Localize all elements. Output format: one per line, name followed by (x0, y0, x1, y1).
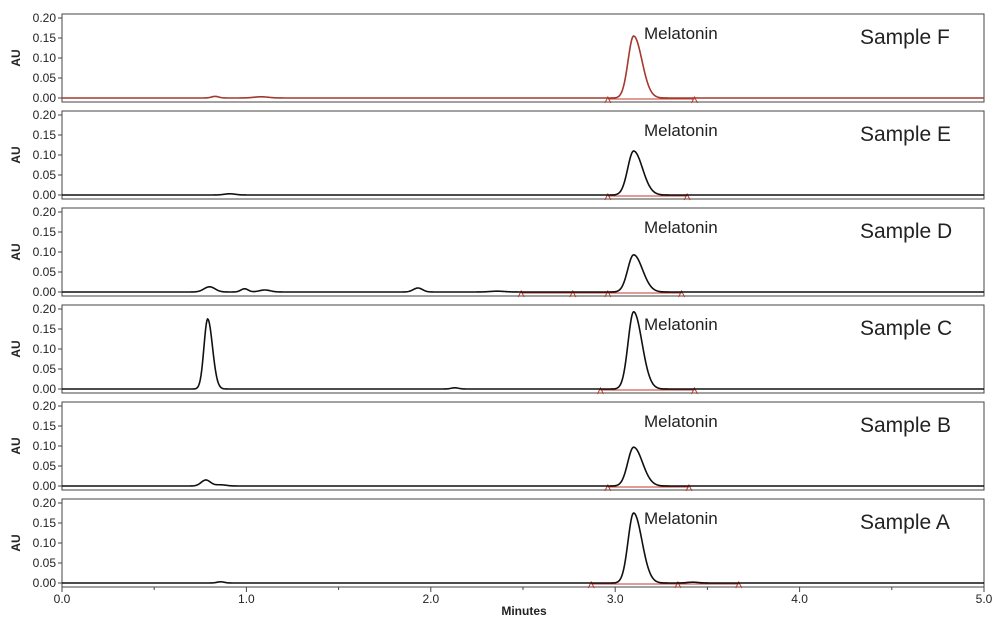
x-tick-label: 1.0 (238, 592, 255, 606)
y-tick-label: 0.05 (33, 265, 57, 279)
integration-marker (604, 192, 612, 201)
y-tick-label: 0.05 (33, 556, 57, 570)
integration-marker (517, 289, 525, 298)
integration-marker (683, 192, 691, 201)
integration-marker (604, 95, 612, 104)
integration-marker (587, 580, 595, 589)
panel-sample-c: 0.20 0.15 0.10 0.05 0.00 AU Melatonin Sample C (9, 302, 985, 396)
y-tick-label: 0.00 (33, 382, 57, 396)
peak-label: Melatonin (644, 218, 718, 237)
y-axis-label: AU (9, 243, 23, 260)
y-tick-label: 0.05 (33, 362, 57, 376)
integration-marker (674, 580, 682, 589)
y-tick-label: 0.05 (33, 459, 57, 473)
chromatogram-trace (62, 512, 984, 584)
y-tick-label: 0.10 (33, 245, 57, 259)
panel-sample-e: 0.20 0.15 0.10 0.05 0.00 AU Melatonin Sample E (9, 108, 985, 202)
x-tick-label: 4.0 (791, 592, 808, 606)
y-axis-label: AU (9, 534, 23, 551)
y-tick-label: 0.20 (33, 11, 57, 25)
y-tick-label: 0.15 (33, 225, 57, 239)
y-tick-label: 0.15 (33, 516, 57, 530)
y-tick-label: 0.20 (33, 496, 57, 510)
y-tick-label: 0.10 (33, 342, 57, 356)
integration-marker (691, 95, 698, 104)
y-tick-label: 0.00 (33, 188, 57, 202)
y-tick-label: 0.15 (33, 31, 57, 45)
x-tick-label: 3.0 (607, 592, 624, 606)
sample-label: Sample C (860, 317, 952, 340)
sample-label: Sample E (860, 123, 951, 146)
y-axis-label: AU (9, 146, 23, 163)
y-axis-label: AU (9, 340, 23, 357)
integration-marker (691, 386, 698, 395)
y-tick-label: 0.15 (33, 322, 57, 336)
peak-label: Melatonin (644, 315, 718, 334)
panel-sample-a: 0.20 0.15 0.10 0.05 0.00 AU Melatonin Sample A (9, 496, 985, 590)
sample-label: Sample A (860, 511, 950, 534)
sample-label: Sample D (860, 220, 952, 243)
y-tick-label: 0.00 (33, 285, 57, 299)
x-tick-label: 2.0 (422, 592, 439, 606)
x-tick-label: 5.0 (976, 592, 993, 606)
chromatogram-trace (62, 253, 984, 293)
x-axis: 0.0 1.0 2.0 3.0 4.0 5.0 (54, 587, 993, 606)
peak-label: Melatonin (644, 509, 718, 528)
y-tick-label: 0.15 (33, 419, 57, 433)
integration-marker (678, 289, 686, 298)
y-tick-label: 0.10 (33, 536, 57, 550)
integration-marker (569, 289, 577, 298)
y-tick-label: 0.05 (33, 71, 57, 85)
y-tick-label: 0.20 (33, 302, 57, 316)
y-tick-label: 0.10 (33, 51, 57, 65)
panel-sample-b: 0.20 0.15 0.10 0.05 0.00 AU Melatonin Sample B (9, 399, 985, 493)
chromatogram-trace (62, 35, 984, 99)
y-tick-label: 0.00 (33, 576, 57, 590)
panel-sample-f: 0.20 0.15 0.10 0.05 0.00 AU Melatonin Sample F (9, 11, 985, 105)
chromatogram-trace (62, 446, 984, 487)
peak-label: Melatonin (644, 24, 718, 43)
y-tick-label: 0.10 (33, 439, 57, 453)
y-tick-label: 0.05 (33, 168, 57, 182)
x-tick-label: 0.0 (54, 592, 71, 606)
integration-marker (735, 580, 743, 589)
y-tick-label: 0.20 (33, 108, 57, 122)
panel-frame (61, 401, 985, 491)
y-tick-label: 0.00 (33, 479, 57, 493)
integration-marker (685, 483, 693, 492)
x-axis-label: Minutes (501, 604, 547, 618)
y-axis-label: AU (9, 49, 23, 66)
chromatogram-trace (62, 150, 984, 196)
integration-marker (597, 386, 604, 395)
panel-frame (61, 207, 985, 297)
sample-label: Sample F (860, 26, 950, 49)
peak-label: Melatonin (644, 412, 718, 431)
chromatogram-trace (62, 310, 984, 390)
panel-frame (61, 13, 985, 103)
panel-sample-d: 0.20 0.15 0.10 0.05 0.00 AU Melatonin Sample D (9, 205, 985, 299)
sample-label: Sample B (860, 414, 951, 437)
y-tick-label: 0.00 (33, 91, 57, 105)
panel-frame (61, 110, 985, 200)
integration-marker (604, 483, 612, 492)
integration-marker (604, 289, 612, 298)
y-tick-label: 0.20 (33, 399, 57, 413)
y-tick-label: 0.10 (33, 148, 57, 162)
y-tick-label: 0.15 (33, 128, 57, 142)
panel-frame (61, 498, 985, 588)
y-axis-label: AU (9, 437, 23, 454)
y-tick-label: 0.20 (33, 205, 57, 219)
peak-label: Melatonin (644, 121, 718, 140)
